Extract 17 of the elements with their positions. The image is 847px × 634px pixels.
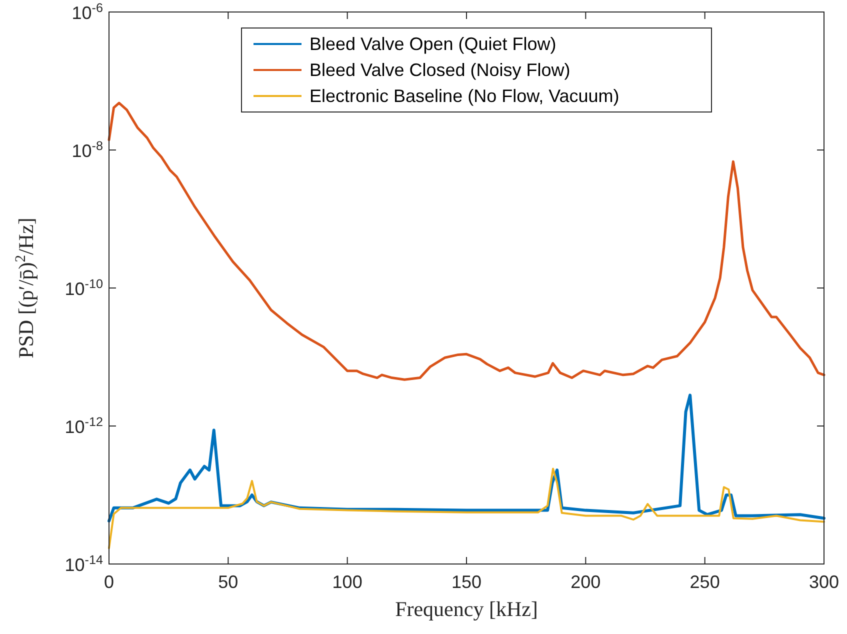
y-tick-label: 10$^{-10}$: [64, 277, 103, 299]
legend-label: Electronic Baseline (No Flow, Vacuum): [310, 86, 620, 106]
legend-label: Bleed Valve Closed (Noisy Flow): [310, 60, 570, 80]
x-tick-label: 0: [104, 572, 114, 592]
y-tick-label: 10$^{-12}$: [64, 415, 103, 437]
y-tick-label: 10$^{-14}$: [64, 553, 103, 575]
legend-label: Bleed Valve Open (Quiet Flow): [310, 34, 556, 54]
x-tick-label: 100: [332, 572, 362, 592]
x-tick-label: 300: [808, 572, 840, 592]
line-series: [108, 468, 825, 550]
x-tick-label: 50: [218, 572, 238, 592]
x-tick-label: 150: [451, 572, 482, 592]
x-tick-label: 250: [690, 572, 720, 592]
y-tick-label: 10$^{-6}$: [72, 1, 103, 23]
x-tick-label: 200: [570, 572, 601, 592]
y-tick-label: 10$^{-8}$: [72, 139, 103, 161]
x-axis-title: Frequency [kHz]: [395, 597, 538, 621]
